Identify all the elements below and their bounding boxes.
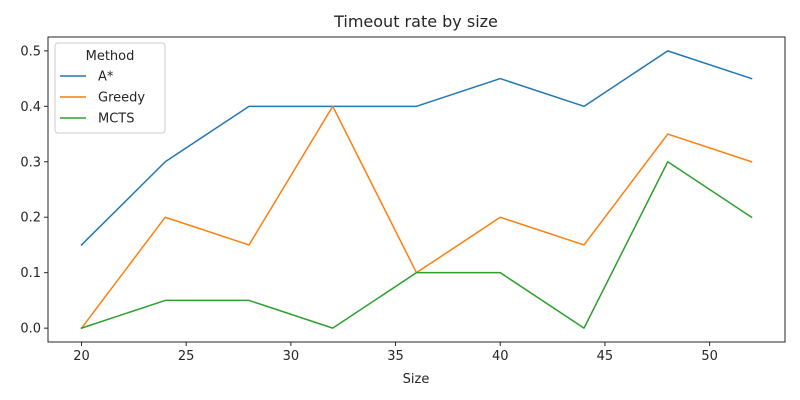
x-tick-label: 30 xyxy=(283,349,300,364)
x-tick-label: 35 xyxy=(387,349,404,364)
y-tick-label: 0.2 xyxy=(20,211,41,226)
y-tick-label: 0.5 xyxy=(20,44,41,59)
legend-entry: A* xyxy=(98,70,114,85)
legend: Method A* Greedy MCTS xyxy=(54,42,166,134)
x-tick-label: 40 xyxy=(492,349,509,364)
legend-entry: MCTS xyxy=(98,112,135,127)
series-line-mcts xyxy=(80,161,753,330)
series-line-a xyxy=(80,50,753,247)
chart-title: Timeout rate by size xyxy=(333,12,498,31)
y-tick-label: 0.1 xyxy=(20,266,41,281)
y-tick-label: 0.0 xyxy=(20,322,41,337)
legend-entry: Greedy xyxy=(98,91,145,106)
y-tick-label: 0.3 xyxy=(20,155,41,170)
series-lines xyxy=(80,50,753,330)
series-line-greedy xyxy=(80,105,753,330)
x-axis-label: Size xyxy=(403,372,430,387)
x-tick-label: 20 xyxy=(73,349,90,364)
plot-area xyxy=(47,36,786,343)
x-tick-label: 45 xyxy=(597,349,614,364)
legend-title: Method xyxy=(86,49,135,64)
legend-box xyxy=(54,42,166,134)
x-tick-label: 50 xyxy=(701,349,718,364)
y-tick-label: 0.4 xyxy=(20,100,41,115)
axis-ticks: 20 25 30 35 40 45 50 0.0 0.1 0.2 0.3 0.4 0.5 xyxy=(20,44,718,364)
x-tick-label: 25 xyxy=(178,349,195,364)
